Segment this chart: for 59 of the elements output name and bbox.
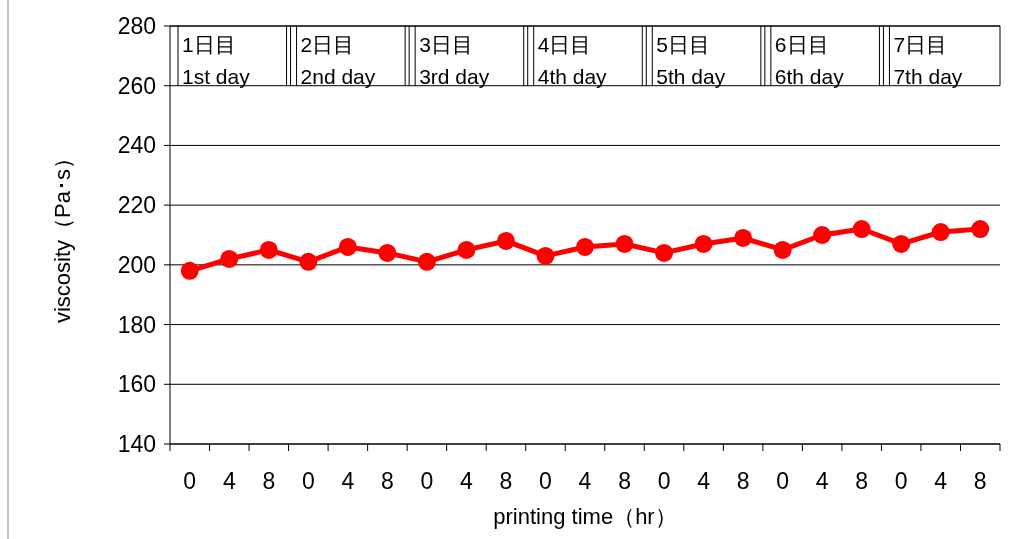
point <box>536 246 555 265</box>
point <box>180 261 199 280</box>
point <box>378 243 397 262</box>
point <box>576 237 594 256</box>
x-tick-label: 0 <box>420 468 434 494</box>
x-tick-label: 8 <box>499 468 513 494</box>
point <box>892 234 911 253</box>
annotation: 1日目 1st day <box>182 33 251 88</box>
x-axis-title: printing time（hr） <box>493 504 677 529</box>
point <box>971 220 990 239</box>
annotation: 4日目 4th day <box>537 33 608 88</box>
point <box>259 240 278 259</box>
x-tick-label: 8 <box>855 468 869 494</box>
x-tick-label: 4 <box>934 468 948 494</box>
y-tick-label: 180 <box>117 311 156 338</box>
point <box>694 234 713 253</box>
point <box>220 249 239 268</box>
y-tick-label: 160 <box>117 371 156 398</box>
annotation: 2日目 2nd day <box>300 33 376 88</box>
x-tick-label: 4 <box>341 468 355 494</box>
point <box>496 231 515 250</box>
x-tick-label: 8 <box>736 468 750 494</box>
y-tick-label: 280 <box>117 13 156 39</box>
y-tick-label: 240 <box>117 132 156 159</box>
x-tick-label: 4 <box>460 468 474 494</box>
point <box>773 240 792 259</box>
point <box>813 226 832 244</box>
x-tick-label: 0 <box>301 468 315 494</box>
x-tick-label: 8 <box>618 468 631 494</box>
x-tick-label: 0 <box>539 468 552 494</box>
x-tick-label: 8 <box>973 468 987 494</box>
x-tick-label: 8 <box>262 468 276 494</box>
point <box>615 234 634 253</box>
x-tick-label: 0 <box>776 468 790 494</box>
point <box>417 252 436 271</box>
x-tick-label: 4 <box>578 468 592 494</box>
point <box>457 240 476 259</box>
x-tick-label: 4 <box>815 468 829 494</box>
point <box>931 223 950 242</box>
x-tick-label: 8 <box>380 468 394 494</box>
x-tick-label: 4 <box>222 468 236 494</box>
x-tick-label: 0 <box>657 468 671 494</box>
x-tick-label: 4 <box>697 468 711 494</box>
point <box>655 243 674 262</box>
y-tick-label: 200 <box>117 251 156 278</box>
x-tick-label: 0 <box>183 468 197 494</box>
annotation: 3日目 3rd day <box>419 33 490 88</box>
point <box>338 237 357 256</box>
annotation: 6日目 6th day <box>774 33 845 88</box>
point <box>852 220 871 239</box>
y-tick-label: 260 <box>117 72 156 99</box>
point <box>734 228 753 247</box>
y-tick-label: 220 <box>117 192 156 219</box>
y-axis-title: viscosity（Pa･s） <box>50 146 75 324</box>
annotation: 7日目 7th day <box>893 33 963 88</box>
point <box>299 252 318 271</box>
y-tick-label: 140 <box>117 431 156 457</box>
annotation: 5日目 5th day <box>656 33 726 88</box>
x-tick-label: 0 <box>894 468 908 494</box>
